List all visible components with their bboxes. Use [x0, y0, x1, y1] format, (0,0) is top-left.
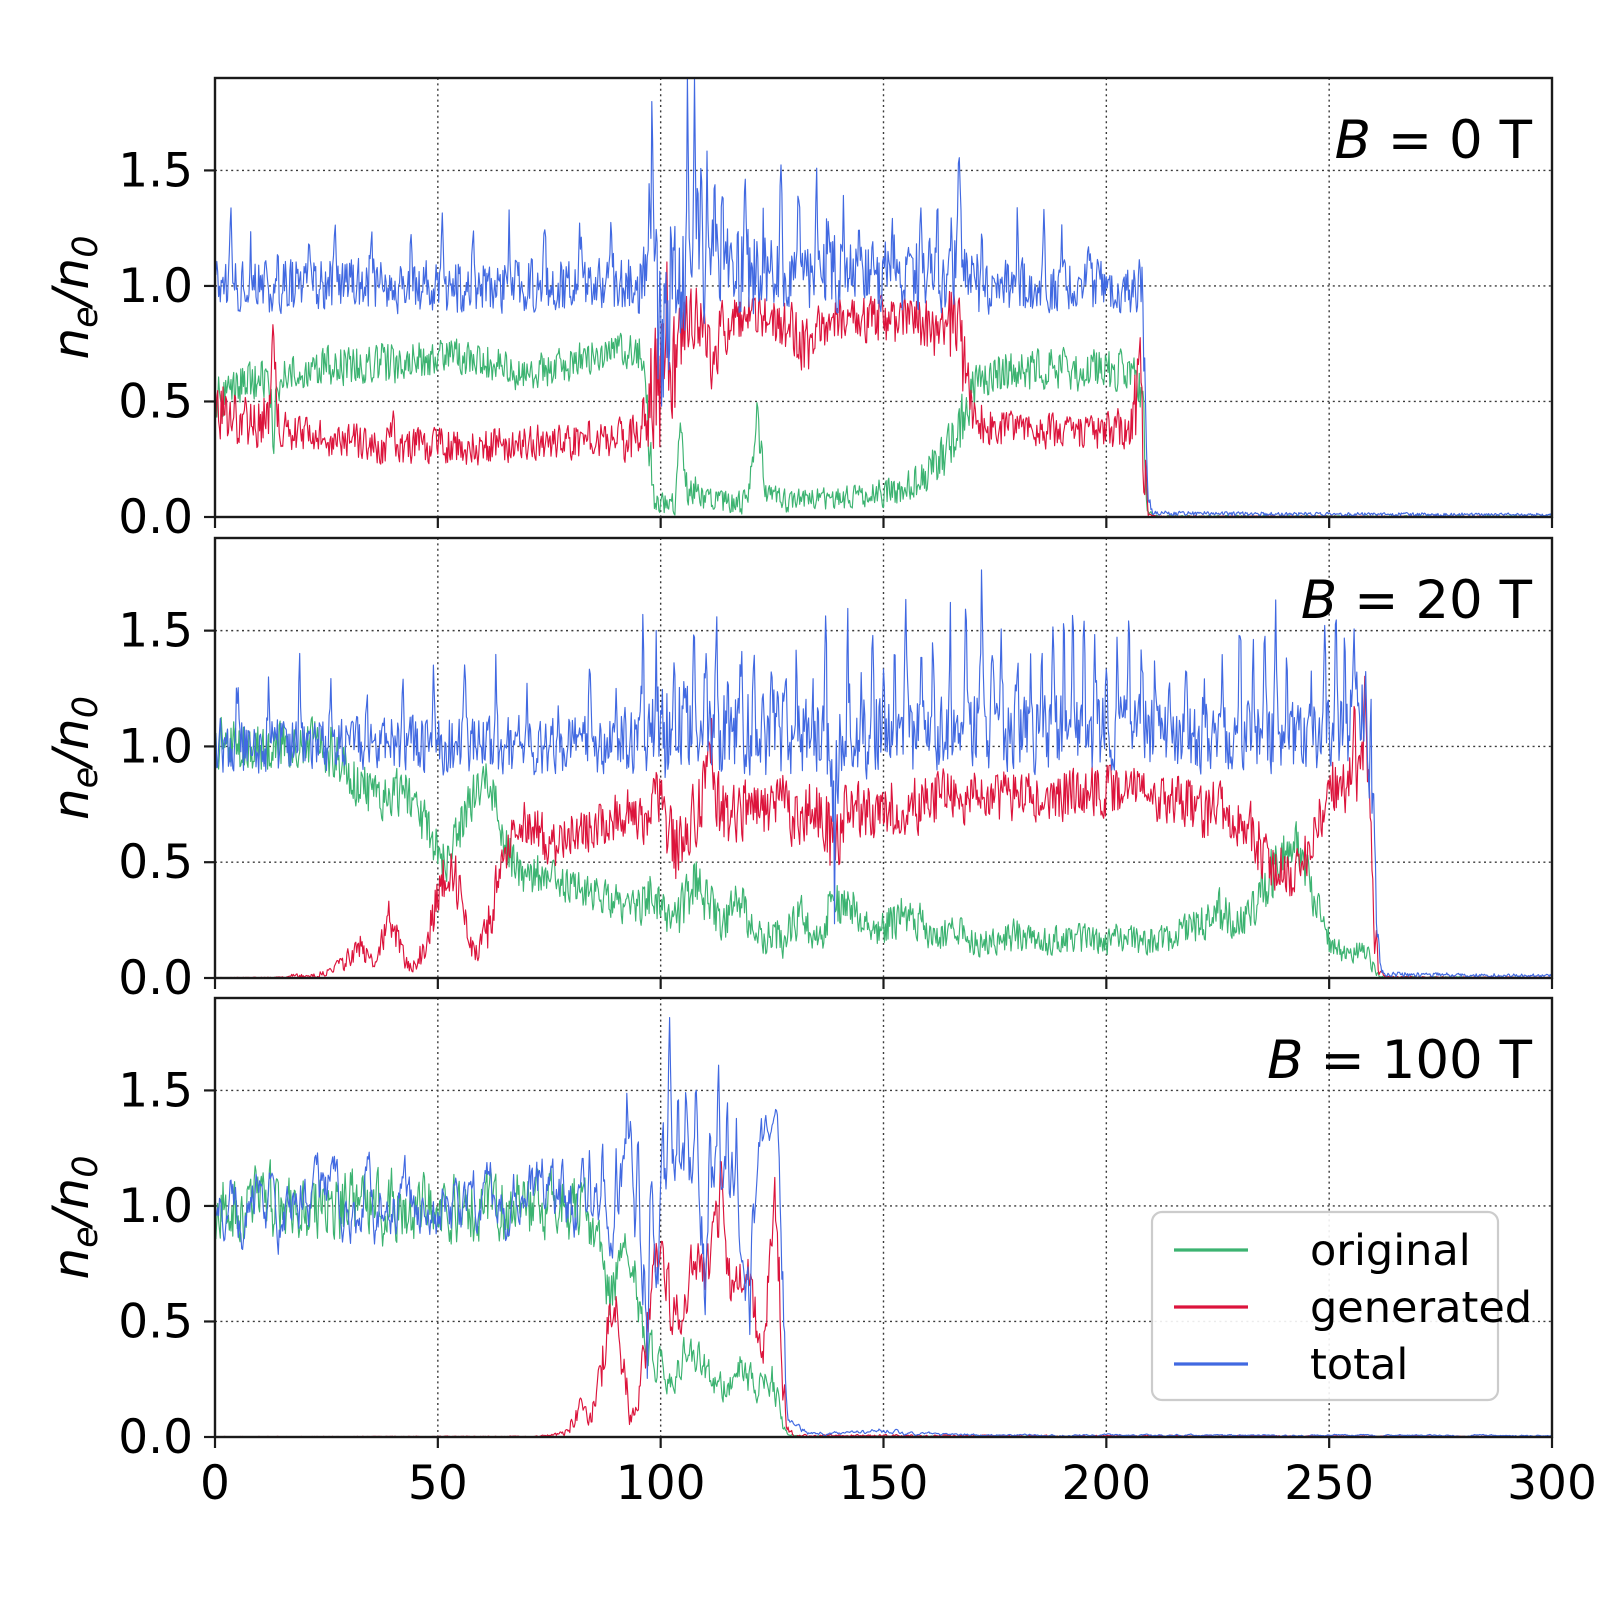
y-tick-label: 0.0: [118, 490, 193, 545]
y-tick-label: 0.5: [118, 374, 193, 429]
y-axis-label: ne​/n0​: [42, 696, 106, 820]
x-tick-label: 0: [200, 1456, 230, 1511]
y-tick-label: 1.5: [118, 604, 193, 659]
y-axis-label: ne​/n0​: [42, 235, 106, 359]
x-tick-label: 200: [1061, 1456, 1151, 1511]
legend-label-total: total: [1310, 1340, 1408, 1390]
panel-plot-area-1: [215, 569, 1552, 978]
y-tick-label: 0.0: [118, 951, 193, 1006]
x-tick-label: 150: [839, 1456, 929, 1511]
x-tick-label: 50: [408, 1456, 468, 1511]
y-tick-label: 0.5: [118, 1294, 193, 1349]
y-tick-label: 1.5: [118, 143, 193, 198]
y-tick-label: 1.0: [118, 719, 193, 774]
y-tick-label: 0.5: [118, 835, 193, 890]
x-tick-label: 250: [1284, 1456, 1374, 1511]
panel-title: B = 100 T: [1267, 1030, 1532, 1091]
series-total-line: [215, 78, 1552, 517]
series-original-line: [215, 716, 1552, 978]
legend: original generated total: [1150, 1210, 1532, 1402]
y-axis-label: ne​/n0​: [42, 1155, 106, 1279]
x-tick-label: 100: [616, 1456, 706, 1511]
x-tick-label: 300: [1507, 1456, 1597, 1511]
panel-0: 0.0 0.5 1.0 1.5ne​/n0​ B = 0 T: [42, 76, 1554, 545]
panel-title: B = 0 T: [1335, 110, 1533, 171]
legend-box: [1150, 1210, 1500, 1402]
legend-label-original: original: [1310, 1226, 1471, 1276]
y-tick-label: 1.0: [118, 1179, 193, 1234]
panel-title: B = 20 T: [1301, 570, 1533, 631]
series-generated-line: [215, 675, 1552, 978]
y-tick-label: 0.0: [118, 1410, 193, 1465]
series-total-line: [215, 569, 1552, 978]
panel-2: 0 50 100 150 200 250 300 0.0 0.5 1.0 1.5ne​/n0​ B =…: [42, 996, 1597, 1511]
series-total-line: [215, 1017, 1552, 1437]
legend-label-generated: generated: [1310, 1283, 1532, 1333]
y-tick-label: 1.5: [118, 1063, 193, 1118]
panel-1: 0.0 0.5 1.0 1.5ne​/n0​ B = 20 T: [42, 536, 1554, 1006]
y-tick-label: 1.0: [118, 259, 193, 314]
